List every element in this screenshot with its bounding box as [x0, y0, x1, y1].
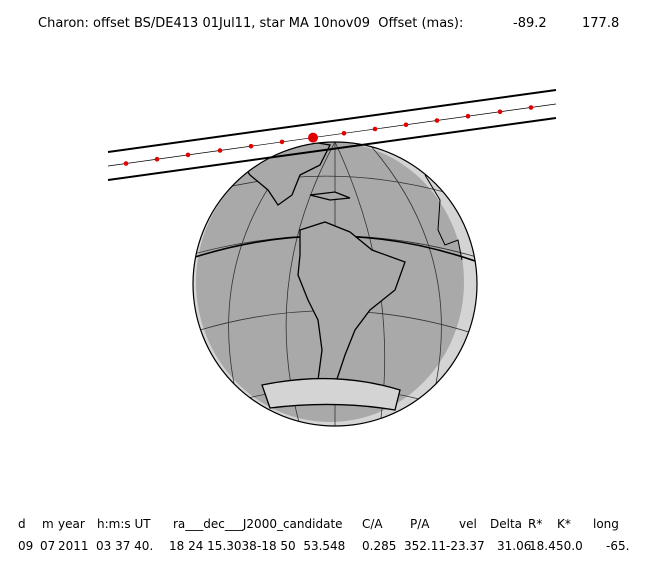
column-header: m [42, 517, 54, 531]
column-header: d [18, 517, 26, 531]
info-table: d m year h:m:s UT ra___dec___J2000_candidate… [18, 517, 629, 553]
column-value: 18.4 [529, 539, 556, 553]
shadow-path [107, 89, 557, 181]
column-value: 03 37 40. [96, 539, 153, 553]
title: Charon: offset BS/DE413 01Jul11, star MA… [38, 16, 463, 31]
column-value: -23.37 [446, 539, 485, 553]
column-value: 09 [18, 539, 33, 553]
column-value: -18 50 53.548 [257, 539, 345, 553]
column-value: 0.285 [362, 539, 396, 553]
column-header: C/A [362, 517, 383, 531]
column-value: 50.0 [556, 539, 583, 553]
column-header: P/A [410, 517, 430, 531]
column-header: h:m:s UT [97, 517, 151, 531]
column-header: ra___dec___J2000_candidate [173, 517, 343, 531]
column-header: Delta [490, 517, 522, 531]
column-header: K* [557, 517, 571, 531]
column-header: vel [459, 517, 477, 531]
offset-value: -89.2 [513, 16, 547, 31]
column-value: 352.11 [404, 539, 446, 553]
column-value: 07 [40, 539, 55, 553]
column-value: 2011 [58, 539, 89, 553]
offset-value: 177.8 [582, 16, 619, 31]
column-value: 31.06 [497, 539, 531, 553]
column-header: year [58, 517, 85, 531]
column-value: -65. [606, 539, 629, 553]
column-header: R* [528, 517, 542, 531]
globe [192, 141, 478, 427]
column-header: long [593, 517, 619, 531]
column-value: 18 24 15.3038 [169, 539, 257, 553]
